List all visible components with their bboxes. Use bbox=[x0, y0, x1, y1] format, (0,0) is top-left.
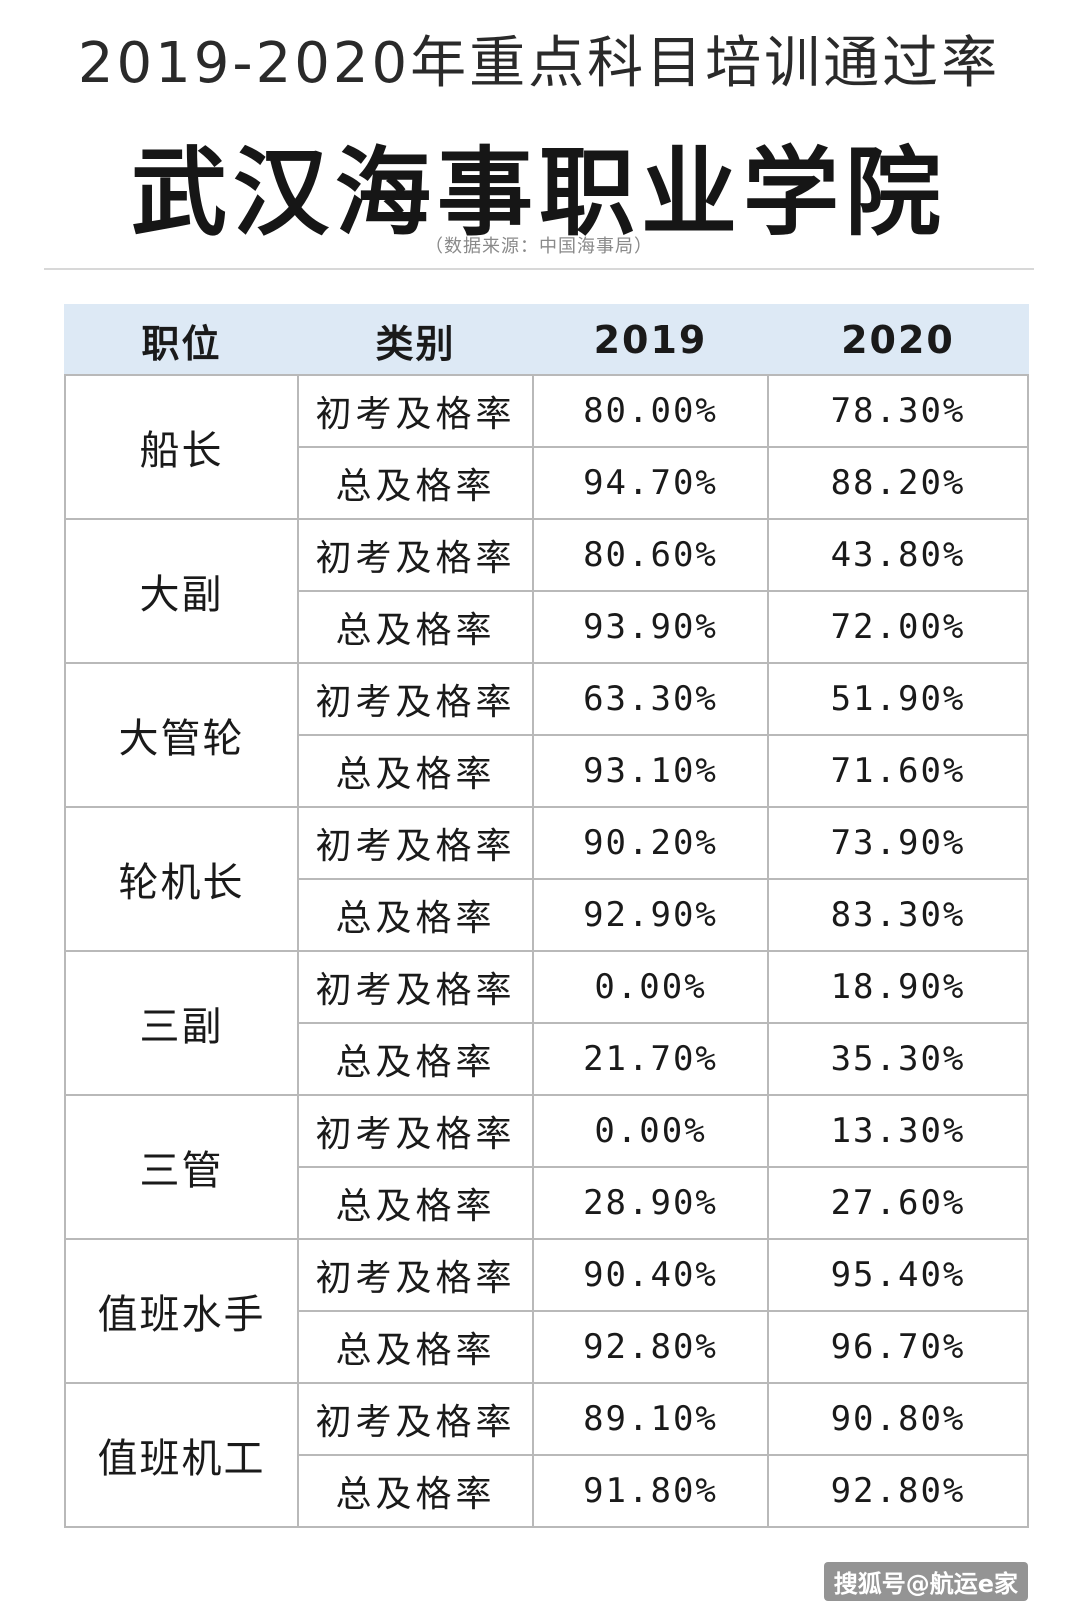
category-cell: 初考及格率 bbox=[297, 1094, 534, 1168]
position-cell: 大副 bbox=[64, 518, 299, 664]
category-cell: 总及格率 bbox=[297, 590, 534, 664]
rate-2019-cell: 90.40% bbox=[532, 1238, 769, 1312]
rate-2020-cell: 18.90% bbox=[767, 950, 1029, 1024]
rate-2020-cell: 95.40% bbox=[767, 1238, 1029, 1312]
header-divider bbox=[44, 268, 1034, 270]
rate-2020-cell: 51.90% bbox=[767, 662, 1029, 736]
rate-2020-cell: 13.30% bbox=[767, 1094, 1029, 1168]
table-row: 三副 初考及格率 0.00% 18.90% bbox=[64, 950, 1029, 1096]
footer-watermark: 搜狐号@航运e家 bbox=[823, 1562, 1028, 1601]
table-row: 总及格率 92.90% 83.30% bbox=[65, 878, 1029, 952]
table-body: 船长 初考及格率 80.00% 78.30% 总及格率 94.70% 88.20% 大副 初考及… bbox=[64, 374, 1029, 1528]
table-row: 三管 初考及格率 0.00% 13.30% bbox=[64, 1094, 1029, 1240]
rate-2019-cell: 80.00% bbox=[532, 374, 769, 448]
table-row: 值班机工 初考及格率 89.10% 90.80% bbox=[64, 1382, 1029, 1528]
rate-2019-cell: 90.20% bbox=[532, 806, 769, 880]
rate-2020-cell: 88.20% bbox=[767, 446, 1029, 520]
category-cell: 总及格率 bbox=[297, 1022, 534, 1096]
rate-2019-cell: 93.10% bbox=[532, 734, 769, 808]
rate-2019-cell: 0.00% bbox=[532, 950, 769, 1024]
rate-2019-cell: 80.60% bbox=[532, 518, 769, 592]
category-cell: 初考及格率 bbox=[297, 662, 534, 736]
table-header-row: 职位 类别 2019 2020 bbox=[64, 304, 1029, 376]
category-cell: 总及格率 bbox=[297, 1166, 534, 1240]
table-row: 总及格率 28.90% 27.60% bbox=[65, 1166, 1029, 1240]
category-cell: 总及格率 bbox=[297, 446, 534, 520]
column-header-position: 职位 bbox=[64, 304, 299, 376]
category-cell: 初考及格率 bbox=[297, 518, 534, 592]
category-cell: 总及格率 bbox=[297, 1454, 534, 1528]
rate-2019-cell: 0.00% bbox=[532, 1094, 769, 1168]
rate-2020-cell: 96.70% bbox=[767, 1310, 1029, 1384]
table-row: 总及格率 21.70% 35.30% bbox=[65, 1022, 1029, 1096]
pass-rate-table: 职位 类别 2019 2020 船长 初考及格率 80.00% 78.30% 总及格率 9… bbox=[64, 304, 1029, 1528]
rate-2020-cell: 73.90% bbox=[767, 806, 1029, 880]
page-title: 武汉海事职业学院 bbox=[131, 137, 947, 249]
position-cell: 三副 bbox=[64, 950, 299, 1096]
rate-2019-cell: 28.90% bbox=[532, 1166, 769, 1240]
rate-2020-cell: 83.30% bbox=[767, 878, 1029, 952]
pass-rate-table-container: 职位 类别 2019 2020 船长 初考及格率 80.00% 78.30% 总及格率 9… bbox=[64, 304, 1029, 1528]
category-cell: 初考及格率 bbox=[297, 374, 534, 448]
table-row: 大管轮 初考及格率 63.30% 51.90% bbox=[64, 662, 1029, 808]
rate-2019-cell: 94.70% bbox=[532, 446, 769, 520]
table-row: 大副 初考及格率 80.60% 43.80% bbox=[64, 518, 1029, 664]
position-cell: 三管 bbox=[64, 1094, 299, 1240]
table-row: 值班水手 初考及格率 90.40% 95.40% bbox=[64, 1238, 1029, 1384]
column-header-2020: 2020 bbox=[767, 304, 1029, 376]
category-cell: 初考及格率 bbox=[297, 1382, 534, 1456]
table-row: 总及格率 93.10% 71.60% bbox=[65, 734, 1029, 808]
table-row: 总及格率 93.90% 72.00% bbox=[65, 590, 1029, 664]
category-cell: 初考及格率 bbox=[297, 806, 534, 880]
rate-2019-cell: 89.10% bbox=[532, 1382, 769, 1456]
rate-2020-cell: 72.00% bbox=[767, 590, 1029, 664]
rate-2020-cell: 90.80% bbox=[767, 1382, 1029, 1456]
column-header-category: 类别 bbox=[297, 304, 534, 376]
category-cell: 总及格率 bbox=[297, 878, 534, 952]
rate-2019-cell: 93.90% bbox=[532, 590, 769, 664]
rate-2020-cell: 35.30% bbox=[767, 1022, 1029, 1096]
rate-2019-cell: 91.80% bbox=[532, 1454, 769, 1528]
table-row: 船长 初考及格率 80.00% 78.30% bbox=[64, 374, 1029, 520]
rate-2019-cell: 21.70% bbox=[532, 1022, 769, 1096]
page-subtitle: 2019-2020年重点科目培训通过率 bbox=[77, 31, 1001, 96]
table-row: 总及格率 91.80% 92.80% bbox=[65, 1454, 1029, 1528]
position-cell: 值班机工 bbox=[64, 1382, 299, 1528]
table-row: 总及格率 92.80% 96.70% bbox=[65, 1310, 1029, 1384]
rate-2020-cell: 92.80% bbox=[767, 1454, 1029, 1528]
category-cell: 总及格率 bbox=[297, 734, 534, 808]
position-cell: 船长 bbox=[64, 374, 299, 520]
rate-2020-cell: 43.80% bbox=[767, 518, 1029, 592]
data-source-note: （数据来源：中国海事局） bbox=[425, 236, 653, 257]
position-cell: 大管轮 bbox=[64, 662, 299, 808]
rate-2020-cell: 27.60% bbox=[767, 1166, 1029, 1240]
rate-2020-cell: 78.30% bbox=[767, 374, 1029, 448]
rate-2019-cell: 92.90% bbox=[532, 878, 769, 952]
table-row: 轮机长 初考及格率 90.20% 73.90% bbox=[64, 806, 1029, 952]
position-cell: 轮机长 bbox=[64, 806, 299, 952]
category-cell: 初考及格率 bbox=[297, 1238, 534, 1312]
category-cell: 总及格率 bbox=[297, 1310, 534, 1384]
rate-2020-cell: 71.60% bbox=[767, 734, 1029, 808]
rate-2019-cell: 92.80% bbox=[532, 1310, 769, 1384]
category-cell: 初考及格率 bbox=[297, 950, 534, 1024]
rate-2019-cell: 63.30% bbox=[532, 662, 769, 736]
column-header-2019: 2019 bbox=[532, 304, 769, 376]
table-row: 总及格率 94.70% 88.20% bbox=[65, 446, 1029, 520]
position-cell: 值班水手 bbox=[64, 1238, 299, 1384]
